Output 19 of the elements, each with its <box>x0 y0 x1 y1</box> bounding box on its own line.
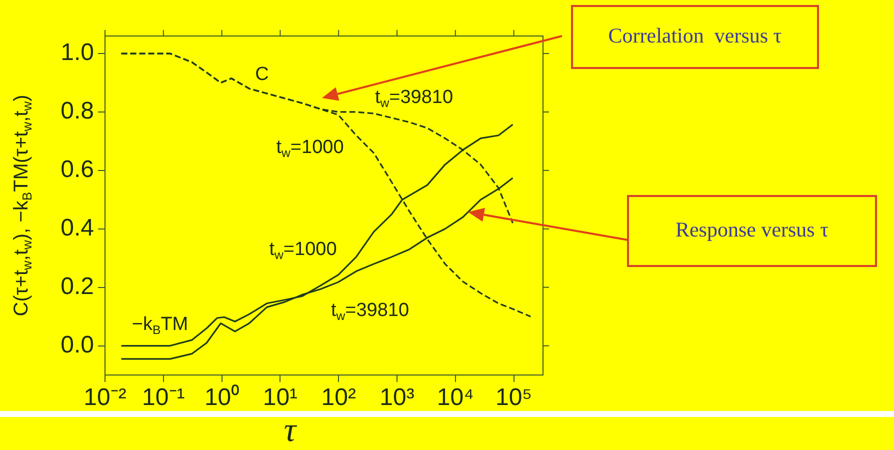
y-tick-label: 0.0 <box>60 331 94 358</box>
annotation: C <box>255 64 269 86</box>
text: Response versus τ <box>675 218 829 242</box>
y-tick-label: 1.0 <box>60 39 94 66</box>
x-tick-label: 10⁵ <box>495 384 532 412</box>
text: Correlation versus τ <box>608 24 782 48</box>
x-tick-label: 10⁻¹ <box>142 384 185 412</box>
x-tick-label: 10⁻² <box>84 384 126 412</box>
y-tick-label: 0.8 <box>60 98 94 125</box>
x-tick-label: 10⁴ <box>436 384 474 412</box>
x-tick-label: 10² <box>321 384 356 412</box>
x-tick-label: 10¹ <box>262 384 298 412</box>
y-tick-label: 0.4 <box>60 214 94 242</box>
y-tick-label: 0.2 <box>60 272 94 300</box>
x-tick-label: 10⁰ <box>204 384 240 412</box>
x-axis-title: τ <box>284 412 298 449</box>
x-tick-label: 10³ <box>380 384 414 412</box>
text: C(τ+tw,tw), −kBTM(τ+tw,tw) <box>10 94 35 316</box>
y-tick-label: 0.6 <box>60 156 94 184</box>
